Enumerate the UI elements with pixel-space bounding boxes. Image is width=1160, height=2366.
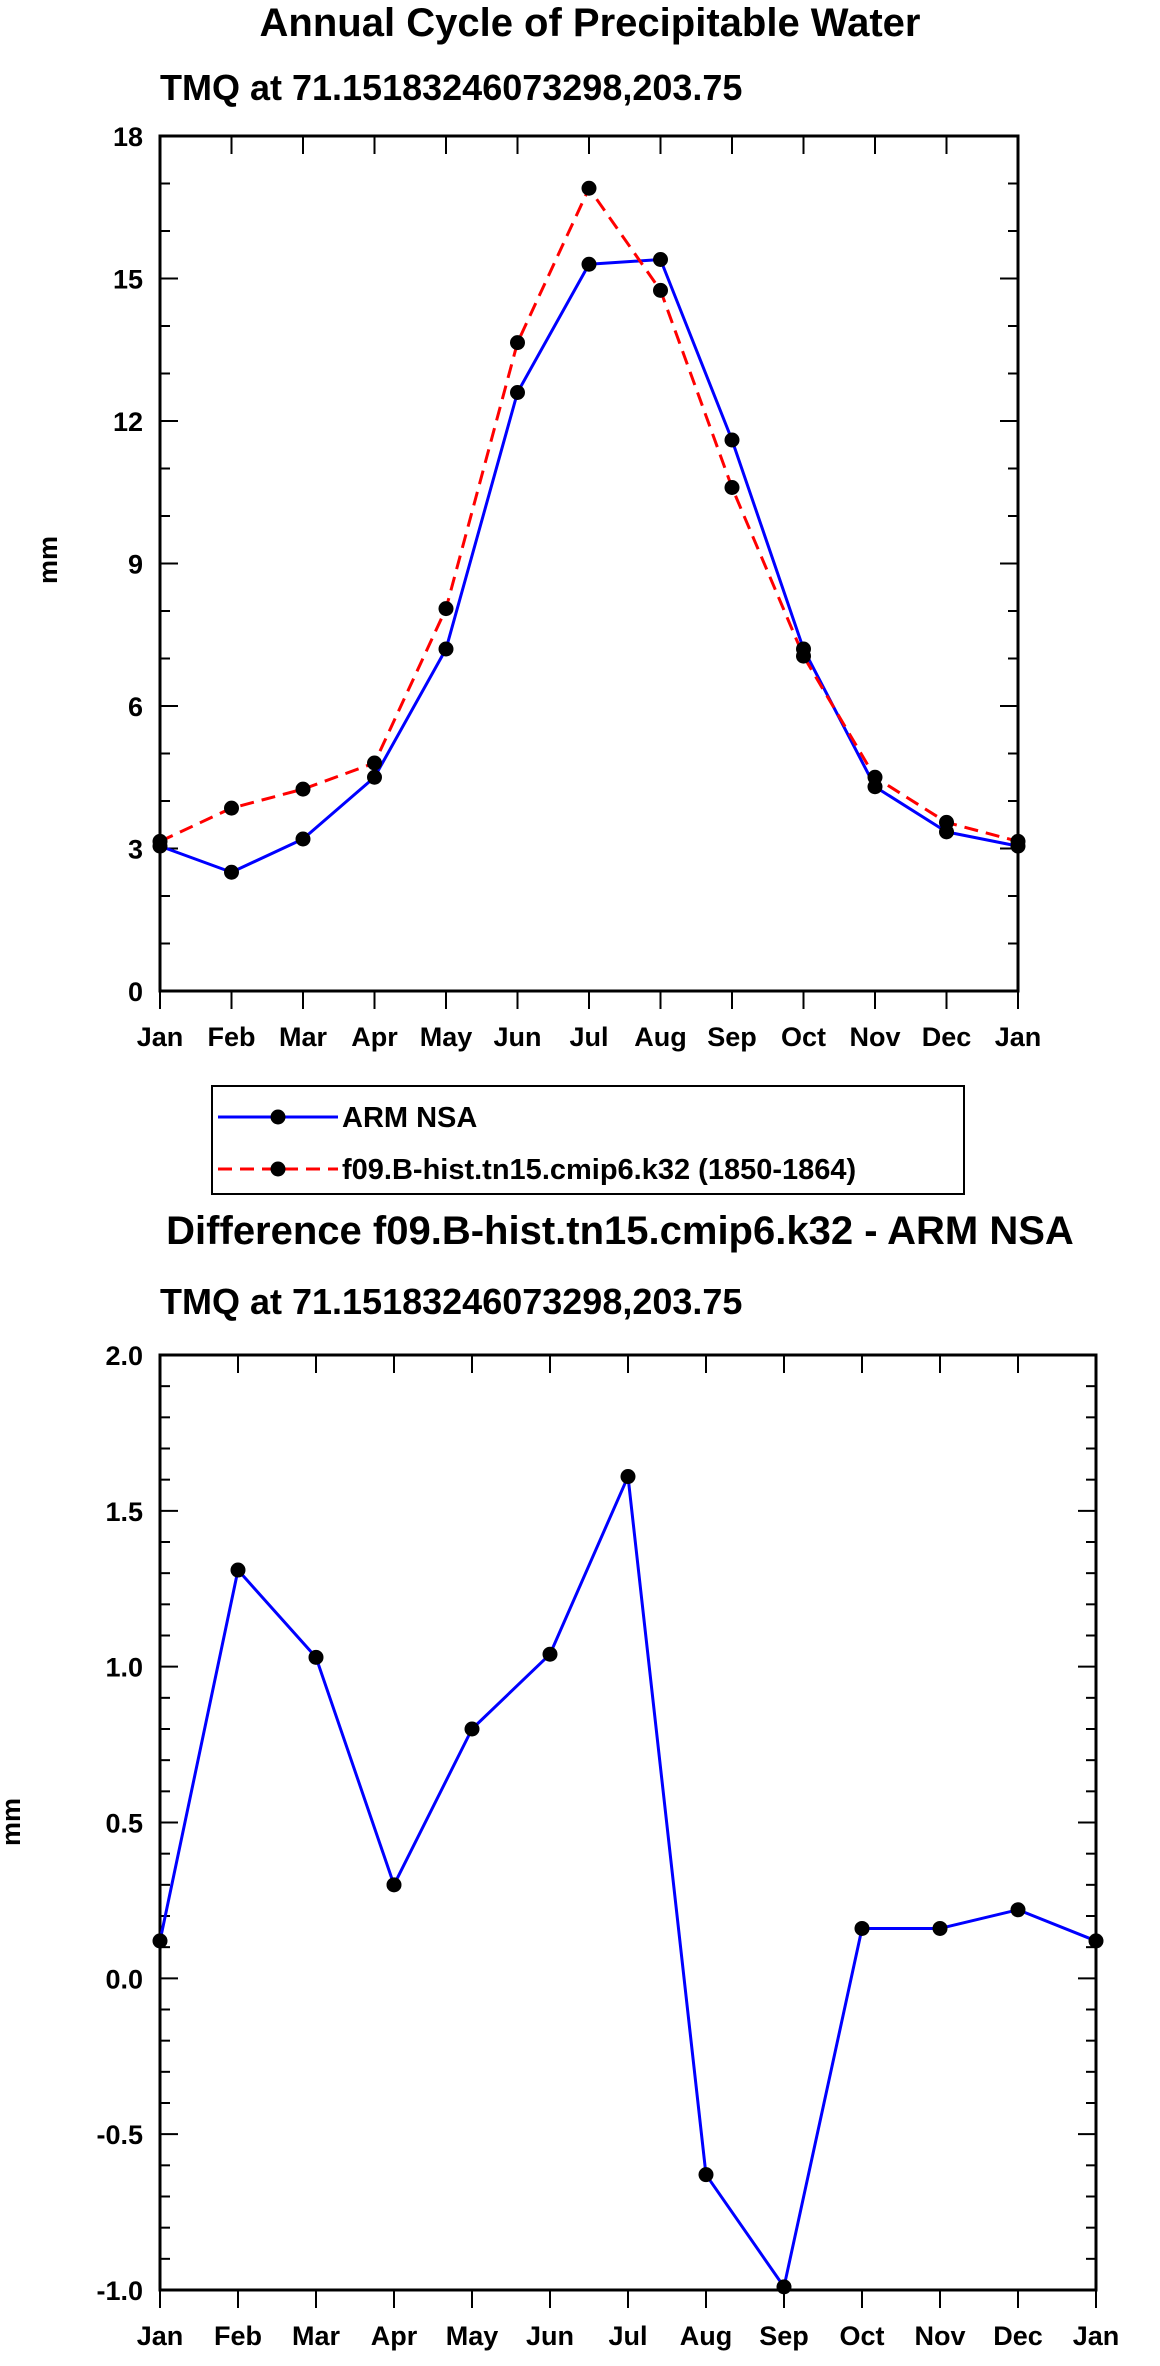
chart2-xtick-label: Sep [759,2321,809,2351]
chart2-xtick-label: Apr [371,2321,418,2351]
chart2-point [1088,1933,1104,1949]
chart2-xtick-label: Nov [914,2321,965,2351]
chart1-ytick-label: 3 [128,835,143,865]
chart1-point [295,781,311,797]
chart1-point [295,831,311,847]
chart1-title: Annual Cycle of Precipitable Water [260,1,921,45]
chart1-ytick-label: 6 [128,692,143,722]
chart2-point [230,1562,246,1578]
chart2-point [1010,1902,1026,1918]
chart1-ytick-label: 0 [128,977,143,1007]
chart1-xtick-label: Aug [634,1022,686,1052]
chart1-xtick-label: Dec [922,1022,972,1052]
chart2-subtitle: TMQ at 71.15183246073298,203.75 [160,1281,742,1322]
chart2-xtick-label: Jan [1073,2321,1120,2351]
chart1-point [581,180,597,196]
chart1-ylabel: mm [33,536,63,584]
legend-marker-arm [270,1109,286,1125]
chart1-ytick-label: 18 [113,122,143,152]
chart1-xtick-label: Apr [351,1022,398,1052]
chart1-point [152,833,168,849]
chart1-xtick-label: May [420,1022,473,1052]
chart1-xtick-label: Oct [781,1022,826,1052]
chart2-point [932,1920,948,1936]
chart1-ytick-label: 15 [113,265,143,295]
chart1-series-line-1 [159,186,1019,843]
chart1-point [724,432,740,448]
chart1-xtick-label: Feb [207,1022,255,1052]
chart2-xtick-label: Feb [214,2321,262,2351]
chart1-xtick-label: Nov [849,1022,900,1052]
chart2-xtick-label: Oct [839,2321,884,2351]
chart2-xtick-label: Jan [137,2321,184,2351]
chart1-xtick-label: Sep [707,1022,757,1052]
chart1-series-line-0 [159,258,1019,874]
chart1-point [653,282,668,298]
legend: ARM NSA f09.B-hist.tn15.cmip6.k32 (1850-… [211,1085,965,1195]
chart2-title: Difference f09.B-hist.tn15.cmip6.k32 - A… [166,1209,1074,1253]
chart1-xtick-label: Mar [279,1022,328,1052]
chart1-subtitle: TMQ at 71.15183246073298,203.75 [160,67,742,108]
chart1-ytick-label: 12 [113,407,143,437]
chart1-point [367,755,382,771]
chart2-ytick-label: 2.0 [105,1341,143,1371]
chart1-point [224,800,239,816]
chart1-point [796,648,811,664]
chart2-point [698,2167,714,2183]
chart1-point [438,641,454,657]
legend-box [211,1085,965,1195]
chart1-xtick-label: Jan [995,1022,1042,1052]
chart2-xtick-label: Jun [526,2321,574,2351]
chart1-point [367,769,382,785]
chart2-ytick-label: 1.5 [105,1497,143,1527]
chart2-xtick-label: Jul [608,2321,647,2351]
chart1-point [939,814,954,830]
chart1-point [724,480,740,495]
chart2-point [542,1646,558,1662]
chart2-plot: Jan Feb Mar Apr May Jun Jul Aug Sep Oct Nov Dec Jan -… [96,1341,1119,2351]
legend-label-model: f09.B-hist.tn15.cmip6.k32 (1850-1864) [342,1154,856,1186]
legend-label-arm: ARM NSA [342,1102,477,1134]
chart1-point [1010,833,1026,849]
chart1-point [867,769,883,785]
chart2-frame [158,1353,1098,2292]
chart1-point [510,385,525,400]
chart2-ytick-label: 0.0 [105,1964,143,1994]
chart2-xtick-label: Dec [993,2321,1043,2351]
chart1-xtick-label: Jan [137,1022,184,1052]
chart1-plot: Jan Feb Mar Apr May Jun Jul Aug Sep Oct Nov Dec Jan 0… [113,122,1041,1052]
chart2-point [386,1877,402,1893]
chart2-ylabel: mm [0,1798,26,1846]
chart2-point [776,2279,792,2295]
chart2-xtick-label: May [446,2321,499,2351]
chart1-point [510,335,525,351]
legend-marker-model [270,1161,286,1177]
chart2-xtick-label: Mar [292,2321,341,2351]
chart2-point [620,1469,636,1485]
chart2-ytick-label: -1.0 [96,2276,143,2306]
chart2-point [464,1721,480,1737]
chart1-ytick-label: 9 [128,550,143,580]
chart1-xtick-label: Jun [493,1022,541,1052]
chart1-xtick-label: Jul [569,1022,608,1052]
chart1-point [438,601,454,617]
chart1-point [581,256,597,272]
chart2-ytick-label: 0.5 [105,1809,143,1839]
chart2-point [854,1920,870,1936]
chart1-point [224,864,239,880]
chart2-point [152,1933,168,1949]
chart2-point [308,1649,324,1665]
chart1-point [653,252,668,267]
chart2-xtick-label: Aug [680,2321,732,2351]
chart2-ytick-label: 1.0 [105,1653,143,1683]
chart2-ytick-label: -0.5 [96,2120,143,2150]
chart2-series-line-0 [158,1475,1097,2289]
